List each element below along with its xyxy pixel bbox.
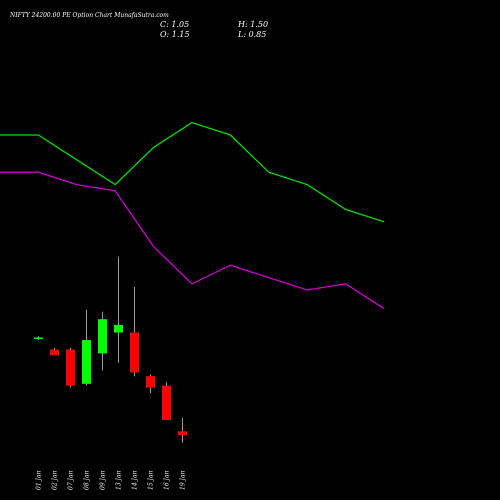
candle-body	[34, 337, 43, 339]
x-tick-label: 07 Jan	[68, 470, 75, 490]
x-tick-label: 16 Jan	[164, 470, 171, 490]
candle-body	[66, 349, 75, 386]
x-tick-label: 01 Jan	[36, 470, 43, 490]
x-tick-label: 09 Jan	[100, 470, 107, 490]
candle-body	[146, 376, 155, 388]
x-tick-label: 19 Jan	[180, 470, 187, 490]
candle-body	[130, 332, 139, 373]
candle-body	[162, 385, 171, 420]
candlesticks	[34, 256, 187, 443]
x-tick-label: 13 Jan	[116, 470, 123, 490]
candle-body	[98, 319, 107, 354]
close-value: C: 1.05	[160, 20, 189, 29]
low-value: L: 0.85	[237, 30, 266, 39]
candle-body	[50, 349, 59, 356]
high-value: H: 1.50	[237, 20, 268, 29]
candle-body	[178, 431, 187, 436]
candle-body	[114, 324, 123, 333]
indicator-lines	[0, 121, 385, 310]
x-tick-label: 02 Jan	[52, 470, 59, 490]
x-tick-label: 08 Jan	[84, 470, 91, 490]
x-axis-ticks: 01 Jan 02 Jan 07 Jan 08 Jan 09 Jan 13 Jan 14 J…	[36, 470, 187, 490]
x-tick-label: 15 Jan	[148, 470, 155, 490]
indicator-line-magenta	[0, 171, 385, 310]
chart-title: NIFTY 24200.00 PE Option Chart MunafaSut…	[9, 12, 169, 19]
indicator-line-green	[0, 121, 385, 223]
candle-body	[82, 340, 91, 384]
x-tick-label: 14 Jan	[132, 470, 139, 490]
open-value: O: 1.15	[160, 30, 190, 39]
